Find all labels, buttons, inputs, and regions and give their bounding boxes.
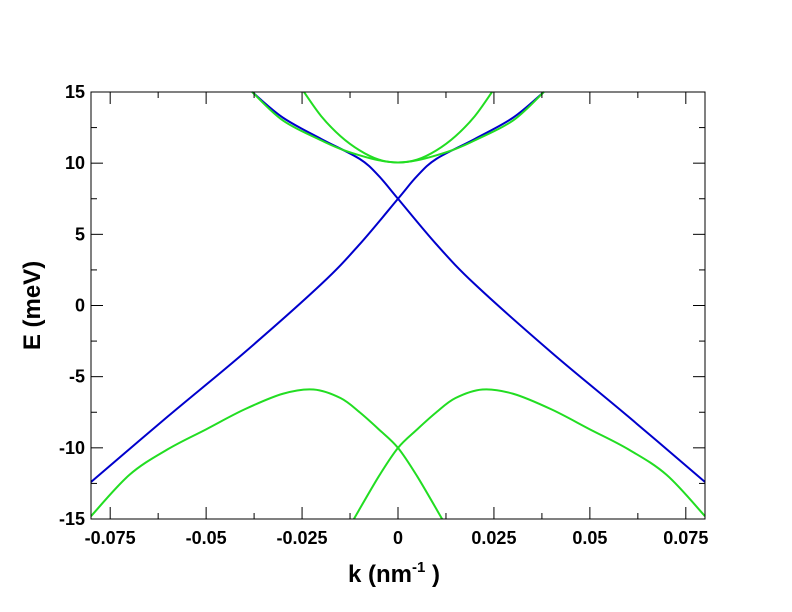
x-tick-label: -0.025: [277, 528, 328, 548]
series-line-1-blue: [90, 91, 545, 483]
series-line-2-blue: [251, 91, 706, 483]
y-tick-label: -10: [59, 438, 85, 458]
series-line-6-green: [353, 388, 706, 520]
x-tick-label: 0.025: [471, 528, 516, 548]
ticks-group: [91, 91, 705, 520]
y-tick-label: 0: [75, 296, 85, 316]
x-tick-label: -0.05: [186, 528, 227, 548]
y-tick-label: 10: [65, 153, 85, 173]
y-axis-title: E (meV): [19, 261, 46, 350]
x-axis-title-main: k (nm: [348, 561, 412, 588]
series-line-5-green: [90, 388, 443, 520]
x-axis-title-superscript: -1: [412, 559, 425, 576]
x-axis-title: k (nm-1 ): [348, 559, 440, 588]
x-tick-label: -0.075: [85, 528, 136, 548]
x-axis-title-close: ): [425, 561, 440, 588]
tick-labels-group: -0.075 -0.05 -0.025 0 0.025 0.05 0.075 -15 -10 -5…: [59, 82, 708, 548]
series-line-4-green: [251, 91, 545, 164]
y-tick-label: 15: [65, 82, 85, 102]
plot-frame: [90, 91, 706, 520]
x-tick-label: 0.05: [572, 528, 607, 548]
y-tick-label: -5: [69, 367, 85, 387]
y-tick-label: 5: [75, 224, 85, 244]
y-tick-label: -15: [59, 509, 85, 529]
x-tick-label: 0: [393, 528, 403, 548]
series-group: [90, 91, 706, 520]
x-tick-label: 0.075: [663, 528, 708, 548]
